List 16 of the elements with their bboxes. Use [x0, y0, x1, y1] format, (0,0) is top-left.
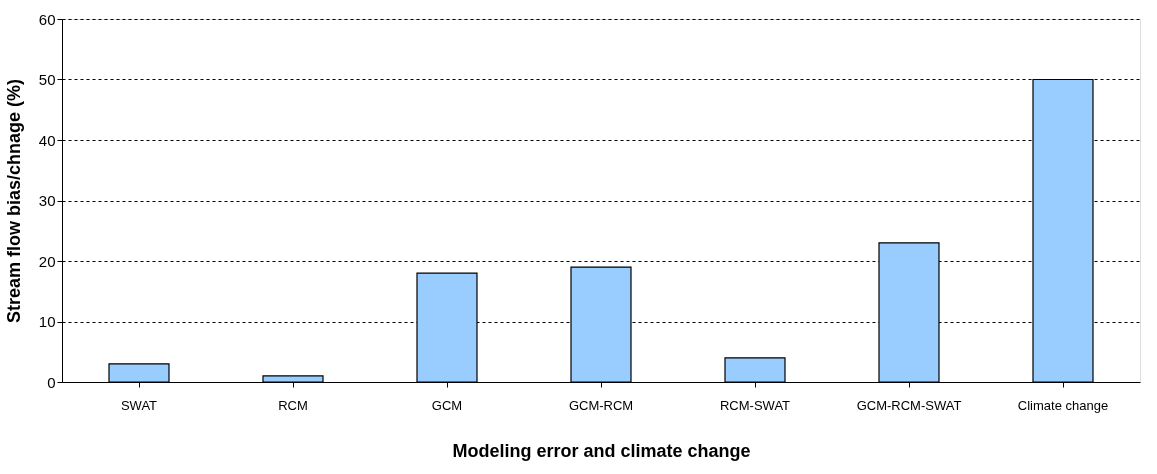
x-tick-label: RCM — [278, 397, 308, 413]
y-tick-label: 50 — [38, 71, 56, 88]
x-axis-title: Modeling error and climate change — [452, 440, 751, 461]
x-tick-label: SWAT — [120, 397, 158, 413]
y-tick-label: 60 — [38, 10, 56, 28]
y-tick-label: 0 — [47, 373, 56, 391]
x-tick-label: Climate change — [1017, 397, 1109, 413]
y-axis-title: Stream flow bias/chnage (%) — [3, 78, 24, 324]
y-tick-label: 40 — [38, 131, 56, 149]
y-tick-label: 30 — [38, 192, 56, 209]
x-tick-label: GCM-RCM — [568, 397, 634, 413]
x-tick-label: GCM — [431, 397, 463, 413]
y-tick-label: 10 — [38, 313, 56, 330]
y-tick-label: 20 — [38, 252, 56, 270]
x-tick-label: GCM-RCM-SWAT — [856, 397, 962, 413]
x-tick-label: RCM-SWAT — [719, 397, 791, 413]
